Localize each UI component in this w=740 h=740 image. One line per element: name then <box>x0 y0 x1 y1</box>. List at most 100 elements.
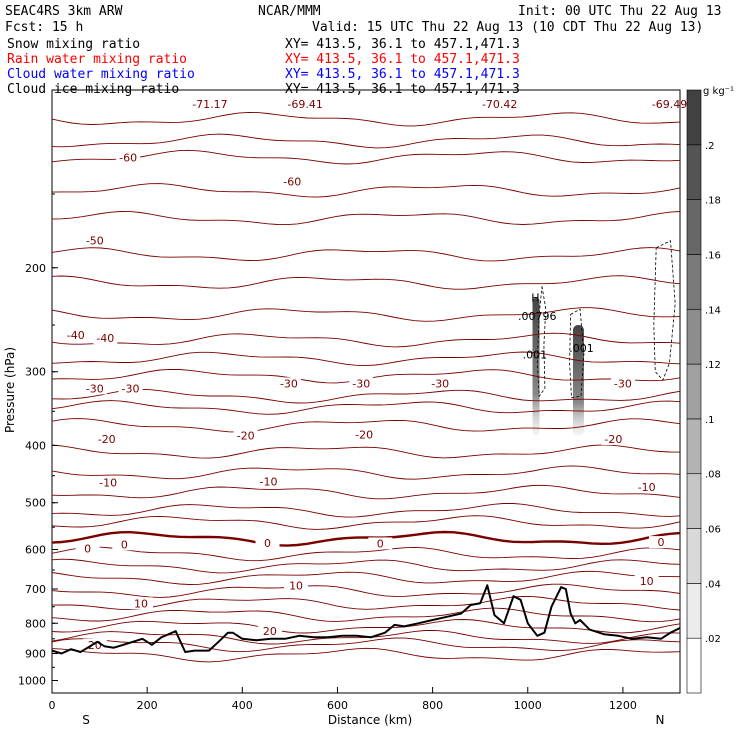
contour-label: -30 <box>431 377 449 390</box>
contour-label: -20 <box>237 430 255 443</box>
field-xy: XY= 413.5, 36.1 to 457.1,471.3 <box>285 37 520 52</box>
minimum-label: -71.17 <box>192 98 227 111</box>
contour-label-bg <box>257 625 282 638</box>
field-xy: XY= 413.5, 36.1 to 457.1,471.3 <box>285 52 520 67</box>
contour-label-bg <box>428 377 453 390</box>
temperature-contour <box>51 570 681 585</box>
field-legend: Snow mixing ratio XY= 413.5, 36.1 to 457.… <box>7 37 520 97</box>
colorbar-label: .1 <box>705 415 715 426</box>
contour-label: 0 <box>264 537 271 550</box>
contour-label: -20 <box>604 433 622 446</box>
x-tick-label: 600 <box>327 699 348 712</box>
contour-label-bg <box>96 476 121 489</box>
colorbar-unit: g kg⁻¹ <box>703 86 734 97</box>
contour-label-bg <box>116 151 141 164</box>
colorbar-label: .18 <box>705 196 721 207</box>
contour-label: -30 <box>122 382 140 395</box>
annotation: H <box>531 291 539 304</box>
contour-label: -30 <box>352 377 370 390</box>
temperature-contours <box>51 111 681 663</box>
annotation: .00796 <box>518 310 557 323</box>
temperature-contour <box>51 595 681 611</box>
x-tick-label: 200 <box>137 699 158 712</box>
temperature-contour <box>51 400 681 415</box>
contour-label-bg <box>233 429 258 442</box>
contour-label-bg <box>63 329 88 342</box>
colorbar-label: .16 <box>705 250 721 261</box>
contour-label-bg <box>75 542 100 555</box>
y-tick-label: 500 <box>25 497 46 510</box>
contour-label-bg <box>368 537 393 550</box>
contour-label: -40 <box>96 332 114 345</box>
colorbar-swatch <box>686 89 702 146</box>
temperature-contour <box>51 133 681 149</box>
contour-label: -40 <box>67 329 85 342</box>
temperature-contour <box>51 558 681 574</box>
contour-label-bg <box>82 382 107 395</box>
terrain-surface <box>51 584 681 655</box>
contour-label: -30 <box>614 377 632 390</box>
contour-label-bg <box>82 234 107 247</box>
contour-label-bg <box>610 377 635 390</box>
mixing-ratio-blob <box>532 297 540 436</box>
x-tick-label: 1200 <box>609 699 637 712</box>
contour-label-bg <box>118 382 143 395</box>
y-tick-label: 200 <box>25 262 46 275</box>
terrain-line <box>51 584 681 655</box>
colorbar-label: .12 <box>705 360 721 371</box>
temperature-contour <box>51 503 681 518</box>
y-tick-label: 900 <box>25 647 46 660</box>
contour-label-bg <box>276 377 301 390</box>
y-tick-label: 400 <box>25 440 46 453</box>
y-tick-label: 300 <box>25 366 46 379</box>
minimum-label: -70.42 <box>482 98 517 111</box>
contour-label-bg <box>280 175 305 188</box>
contour-label-bg <box>601 433 626 446</box>
valid-time: Valid: 15 UTC Thu 22 Aug 13 (10 CDT Thu … <box>312 20 703 35</box>
field-xy: XY= 413.5, 36.1 to 457.1,471.3 <box>285 67 520 82</box>
temperature-contour <box>51 211 681 226</box>
x-tick-label: 800 <box>422 699 443 712</box>
annotations: H .00796 .001 .001 <box>518 291 594 361</box>
colorbar-swatch <box>686 363 702 420</box>
field-label: Cloud water mixing ratio <box>7 67 195 82</box>
colorbar-label: .14 <box>705 305 721 316</box>
temperature-contour <box>51 465 681 480</box>
contour-label: 10 <box>134 597 148 610</box>
y-tick-label: 1000 <box>18 674 46 687</box>
temperature-contour <box>51 647 681 663</box>
mixing-ratio-shading <box>532 240 676 436</box>
temperature-contour <box>51 583 681 598</box>
colorbar-label: .04 <box>705 579 721 590</box>
forecast-hour: Fcst: 15 h <box>5 20 83 35</box>
colorbar-swatch <box>686 308 702 365</box>
temperature-contour <box>51 307 681 322</box>
contour-label-bg <box>256 475 281 488</box>
annotation: .001 <box>569 342 594 355</box>
cloud-outline <box>653 240 676 381</box>
contour-label: -50 <box>86 235 104 248</box>
right-title: Init: 00 UTC Thu 22 Aug 13 <box>518 4 722 19</box>
x-tick-label: 0 <box>49 699 56 712</box>
contour-label-bg <box>93 331 118 344</box>
contour-label: -30 <box>86 382 104 395</box>
temperature-contour <box>51 619 681 634</box>
colorbar-label: .02 <box>705 634 721 645</box>
colorbar-swatch <box>686 473 702 529</box>
temperature-contour <box>51 388 681 404</box>
contour-label-bg <box>648 536 673 549</box>
temperature-contour <box>51 111 681 127</box>
colorbar-swatch <box>686 528 702 584</box>
temperature-contour <box>51 546 681 562</box>
cloud-outline <box>569 308 585 399</box>
temperature-contour <box>51 149 681 165</box>
minimum-value-labels: -71.17 -69.41 -70.42 -69.49 <box>192 98 687 111</box>
contour-label: -60 <box>283 176 301 189</box>
colorbar-swatch <box>686 637 702 694</box>
left-title: SEAC4RS 3km ARW <box>5 4 123 19</box>
header: SEAC4RS 3km ARW NCAR/MMM Init: 00 UTC Th… <box>5 4 722 97</box>
colorbar-swatch <box>686 254 702 310</box>
plot-area: -60 -60 -50 -40 -40 -30 -30 -30 -30 -30 -30 -20 -20 -… <box>51 89 687 694</box>
contour-labels: -60 -60 -50 -40 -40 -30 -30 -30 -30 -30 -30 -20 -20 -… <box>63 151 673 652</box>
